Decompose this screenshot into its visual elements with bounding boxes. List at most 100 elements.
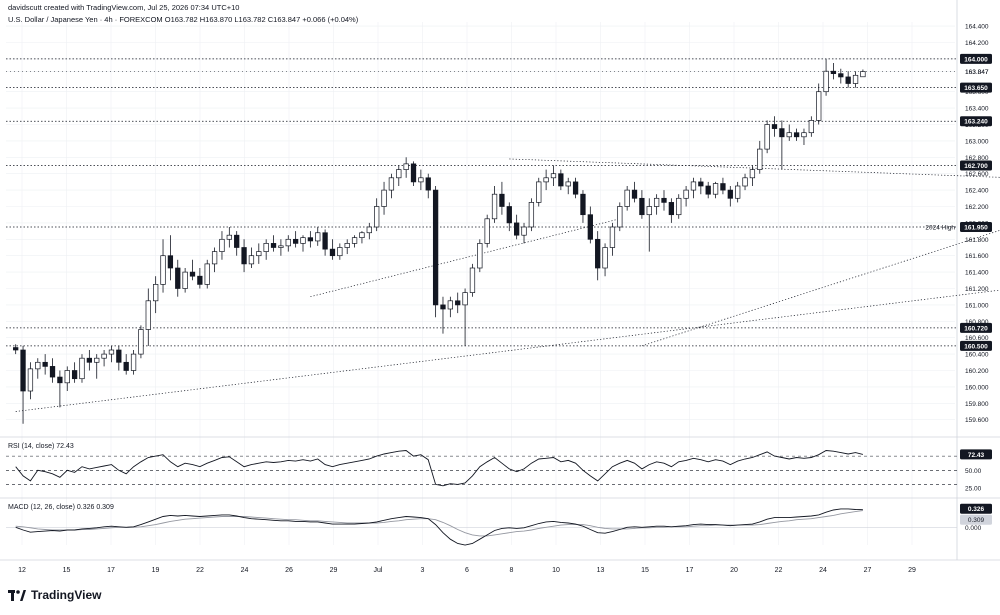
trendline bbox=[641, 229, 1000, 347]
time-axis-tick-label: 6 bbox=[465, 567, 469, 574]
candle-body bbox=[322, 232, 328, 250]
candle bbox=[565, 177, 571, 195]
candle-body bbox=[285, 238, 291, 247]
price-level-badge-label: 164.000 bbox=[964, 56, 988, 63]
candle bbox=[388, 173, 395, 199]
price-level-badge-label: 163.240 bbox=[964, 119, 988, 126]
candle bbox=[742, 173, 748, 191]
candle-body bbox=[514, 222, 520, 236]
candle bbox=[226, 227, 232, 248]
candle-body bbox=[307, 237, 314, 242]
candle bbox=[698, 177, 704, 195]
candle bbox=[491, 186, 498, 223]
price-level-badge bbox=[960, 322, 992, 333]
candle-body bbox=[381, 189, 387, 207]
candle-body bbox=[786, 132, 792, 138]
candle-body bbox=[35, 361, 41, 370]
price-axis-tick-label: 164.400 bbox=[965, 24, 989, 31]
candle bbox=[440, 296, 446, 334]
candle-body bbox=[860, 71, 866, 78]
candle-body bbox=[300, 237, 306, 244]
candle-body bbox=[410, 163, 417, 183]
time-axis-tick-label: 12 bbox=[18, 567, 26, 574]
candle bbox=[123, 354, 129, 375]
macd-value-badge bbox=[960, 503, 992, 514]
price-axis-tick-label: 162.600 bbox=[965, 171, 989, 178]
candle-body bbox=[764, 124, 770, 150]
candle bbox=[219, 231, 225, 260]
price-axis-tick-label: 160.200 bbox=[965, 368, 989, 375]
candle bbox=[676, 194, 682, 219]
candle-body bbox=[182, 271, 188, 289]
price-axis-tick-label: 160.000 bbox=[965, 384, 989, 391]
candle bbox=[558, 169, 564, 191]
candle-body bbox=[388, 177, 395, 191]
candle-body bbox=[646, 206, 652, 216]
candle-body bbox=[771, 124, 778, 129]
price-level-badge bbox=[960, 222, 992, 232]
candle-body bbox=[749, 169, 756, 179]
candle-body bbox=[57, 376, 63, 384]
candle-body bbox=[315, 232, 321, 242]
candle-body bbox=[278, 245, 284, 248]
candle bbox=[374, 198, 380, 232]
candle bbox=[536, 177, 542, 207]
candle-body bbox=[447, 300, 453, 310]
candle-body bbox=[270, 243, 277, 248]
price-level-badge bbox=[960, 53, 992, 64]
candle-body bbox=[27, 368, 34, 392]
candle-body bbox=[624, 189, 630, 207]
candle-body bbox=[705, 185, 711, 195]
candle-body bbox=[167, 255, 174, 269]
time-axis-tick-label: 10 bbox=[552, 567, 560, 574]
candle-body bbox=[425, 177, 431, 191]
candle bbox=[852, 71, 859, 88]
candle-body bbox=[727, 189, 733, 199]
candle bbox=[329, 239, 336, 260]
candle bbox=[366, 222, 372, 240]
candle-body bbox=[639, 197, 645, 216]
candle bbox=[447, 296, 453, 318]
price-axis-tick-label: 163.600 bbox=[965, 89, 989, 96]
candle-body bbox=[801, 132, 807, 138]
candle bbox=[71, 362, 78, 383]
candle bbox=[20, 345, 26, 424]
candle bbox=[580, 190, 586, 223]
candle bbox=[278, 239, 284, 256]
candle bbox=[816, 83, 822, 125]
candle-body bbox=[653, 197, 660, 207]
candle bbox=[572, 177, 579, 199]
candle-body bbox=[506, 206, 512, 224]
time-axis-tick-label: 15 bbox=[63, 567, 71, 574]
candle bbox=[197, 268, 203, 289]
candle-body bbox=[683, 189, 689, 199]
candle-body bbox=[838, 73, 844, 78]
macd-value-badge-label: 0.326 bbox=[968, 506, 985, 513]
candle bbox=[595, 231, 601, 281]
candle bbox=[381, 181, 387, 215]
candle-body bbox=[690, 181, 697, 191]
candle-body bbox=[197, 275, 203, 285]
price-axis-tick-label: 160.400 bbox=[965, 352, 989, 359]
price-axis-tick-label: 161.000 bbox=[965, 302, 989, 309]
candle bbox=[514, 214, 520, 240]
candle bbox=[602, 243, 608, 277]
candle bbox=[661, 190, 667, 211]
rsi-axis-tick-label: 50.00 bbox=[965, 468, 982, 475]
candle-body bbox=[175, 267, 181, 289]
tradingview-logo[interactable]: TradingView bbox=[8, 586, 101, 604]
price-level-badge bbox=[960, 160, 992, 171]
candle-body bbox=[263, 243, 269, 252]
candle bbox=[720, 177, 726, 195]
price-axis-tick-label: 163.847 bbox=[965, 69, 989, 76]
candle-body bbox=[403, 163, 409, 170]
candle-body bbox=[396, 169, 402, 179]
candle-body bbox=[219, 238, 225, 252]
candle bbox=[860, 69, 866, 78]
candle-body bbox=[145, 300, 151, 330]
candle bbox=[57, 370, 63, 408]
candle-body bbox=[241, 247, 247, 265]
candle-body bbox=[123, 361, 129, 371]
price-axis-tick-label: 162.400 bbox=[965, 188, 989, 195]
candle bbox=[248, 247, 255, 268]
